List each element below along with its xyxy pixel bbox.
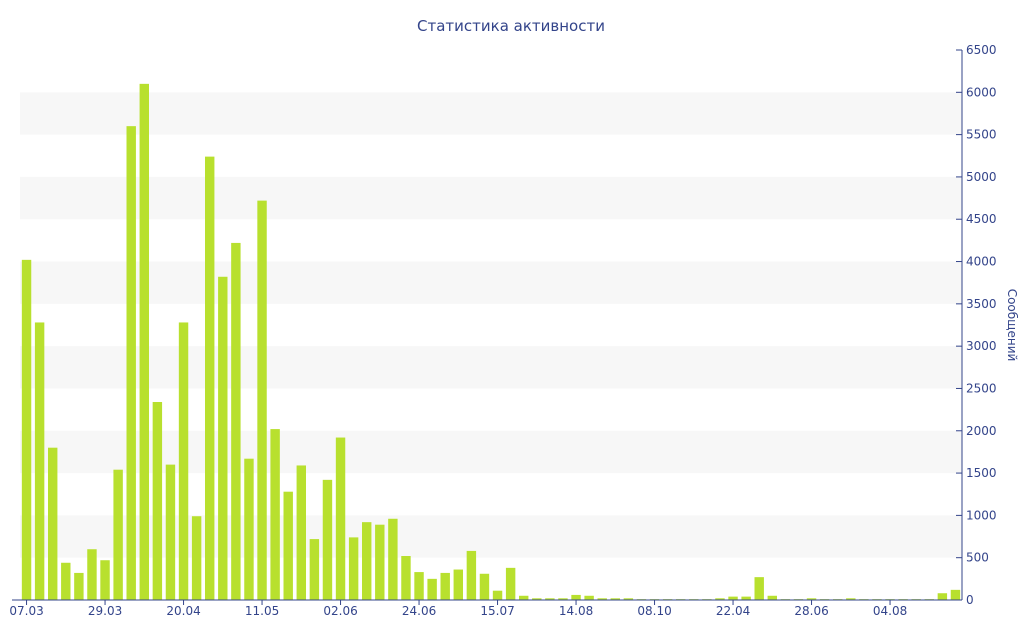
bar [74, 572, 84, 600]
bar [519, 595, 529, 600]
bar [139, 83, 149, 601]
y-tick-label: 6000 [966, 85, 997, 99]
x-tick-label: 24.06 [402, 604, 436, 618]
bar [296, 465, 306, 600]
y-tick-label: 3000 [966, 339, 997, 353]
bar [806, 598, 817, 600]
bar [505, 567, 516, 600]
grid-band [20, 346, 962, 389]
bar [231, 242, 241, 601]
bar [597, 598, 607, 600]
bar [348, 537, 359, 600]
bar [440, 572, 450, 600]
bar [532, 598, 542, 600]
x-tick-label: 07.03 [9, 604, 43, 618]
y-tick-label: 0 [966, 593, 974, 607]
bar [375, 524, 385, 600]
bar [205, 156, 215, 600]
bar [34, 322, 45, 600]
bar [623, 598, 634, 600]
grid-band [20, 515, 962, 558]
bar [191, 516, 202, 600]
x-tick-label: 28.06 [794, 604, 828, 618]
bar [309, 539, 320, 600]
bar [846, 598, 856, 600]
bar [453, 569, 463, 600]
grid-band [20, 261, 962, 304]
bar [584, 595, 594, 600]
bar [48, 447, 58, 600]
bar [388, 518, 398, 600]
x-tick-label: 15.07 [480, 604, 514, 618]
bar [479, 573, 490, 600]
bar [728, 596, 738, 600]
x-axis: 07.03 29.03 20.04 11.05 02.06 24.06 15.07 14.08… [9, 599, 962, 618]
bar [466, 550, 477, 600]
x-tick-label: 08.10 [637, 604, 671, 618]
x-tick-label: 20.04 [166, 604, 200, 618]
bar [113, 469, 123, 600]
bar [218, 276, 228, 600]
y-tick-label: 4500 [966, 212, 997, 226]
bar [950, 589, 961, 600]
bar [610, 598, 620, 600]
chart-title: Статистика активности [417, 17, 605, 35]
bar [545, 598, 555, 600]
bar [178, 322, 189, 600]
bar [741, 596, 751, 600]
y-tick-label: 5000 [966, 170, 997, 184]
bar [401, 556, 411, 600]
bar [558, 598, 568, 600]
bar [362, 522, 372, 600]
grid-band [20, 176, 962, 220]
y-axis: 0 500 1000 1500 2000 2500 3000 3500 4000 4500 5000… [956, 43, 997, 607]
y-tick-label: 1000 [966, 508, 997, 522]
x-tick-label: 04.08 [873, 604, 907, 618]
y-tick-label: 2500 [966, 381, 997, 395]
y-tick-label: 500 [966, 551, 989, 565]
x-tick-label: 22.04 [716, 604, 750, 618]
x-tick-label: 14.08 [559, 604, 593, 618]
bar [270, 429, 280, 600]
bar [152, 402, 163, 600]
bar [244, 458, 254, 600]
grid-band [20, 430, 962, 474]
bar [322, 479, 333, 600]
bar [61, 562, 71, 600]
bar [335, 437, 346, 600]
bar [21, 259, 32, 600]
x-tick-label: 29.03 [88, 604, 122, 618]
bar [571, 594, 581, 600]
y-axis-label: Сообщений [1005, 289, 1019, 362]
bar [165, 464, 176, 600]
y-tick-label: 4000 [966, 255, 997, 269]
bar [100, 560, 110, 600]
y-tick-label: 3500 [966, 297, 997, 311]
bar [87, 549, 97, 600]
bar [427, 578, 437, 600]
y-tick-label: 6500 [966, 43, 997, 57]
bar [767, 595, 777, 600]
grid-bands [20, 92, 962, 558]
bar [126, 126, 136, 601]
y-tick-label: 1500 [966, 466, 997, 480]
x-tick-label: 11.05 [245, 604, 279, 618]
bar [492, 590, 503, 600]
bar [283, 491, 293, 600]
bar [715, 598, 725, 600]
x-tick-label: 02.06 [323, 604, 357, 618]
y-tick-label: 5500 [966, 128, 997, 142]
grid-band [20, 92, 962, 135]
bar [937, 593, 948, 600]
bar [754, 577, 764, 600]
bar [257, 200, 267, 600]
bar [414, 572, 424, 600]
y-tick-label: 2000 [966, 424, 997, 438]
bars [21, 83, 961, 601]
